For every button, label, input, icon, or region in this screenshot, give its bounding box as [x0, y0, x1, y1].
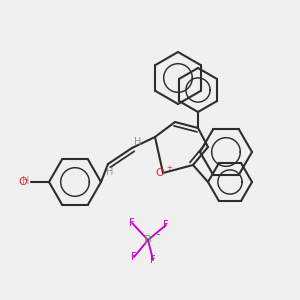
Text: H: H — [134, 137, 142, 147]
Text: H: H — [106, 167, 114, 177]
Text: F: F — [129, 218, 135, 228]
Text: F: F — [150, 255, 156, 265]
Text: B: B — [144, 235, 152, 245]
Text: +: + — [166, 165, 172, 171]
Text: O: O — [156, 168, 164, 178]
Text: F: F — [131, 252, 137, 262]
Text: -: - — [157, 230, 160, 239]
Text: H: H — [22, 176, 29, 186]
Text: F: F — [163, 220, 169, 230]
Text: O: O — [19, 177, 27, 187]
